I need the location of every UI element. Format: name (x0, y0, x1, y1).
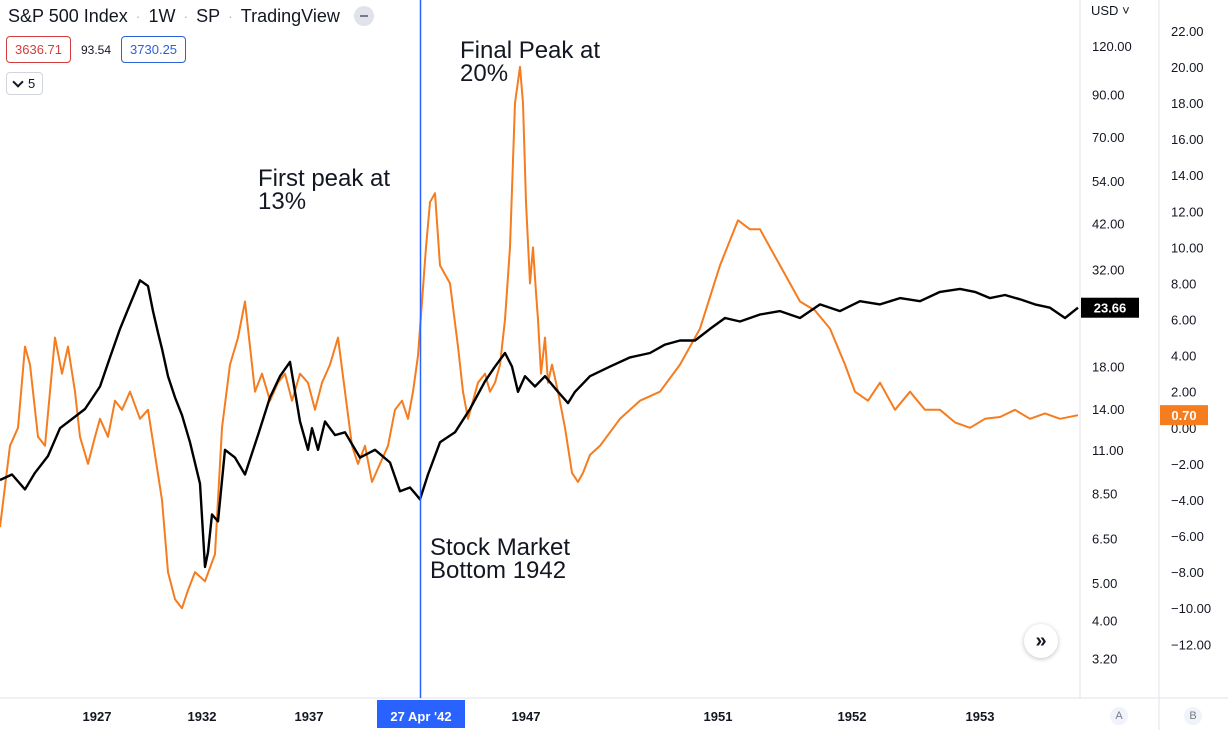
x-axis-tick-label: 1932 (188, 709, 217, 724)
right-axis-tick-label: −12.00 (1171, 637, 1211, 652)
left-axis-tick-label: 14.00 (1092, 402, 1125, 417)
scroll-to-realtime-icon[interactable]: » (1024, 624, 1058, 658)
sell-price-button[interactable]: 3636.71 (6, 36, 71, 63)
auto-scale-button[interactable]: A (1110, 707, 1128, 725)
right-axis-tick-label: −10.00 (1171, 601, 1211, 616)
right-axis-tick-label: 4.00 (1171, 349, 1196, 364)
left-axis-tick-label: 70.00 (1092, 130, 1125, 145)
left-axis-tick-label: 18.00 (1092, 360, 1125, 375)
currency-selector[interactable]: USD ˅ (1091, 3, 1130, 18)
source-label: TradingView (240, 5, 340, 26)
x-axis-tick-label: 1947 (512, 709, 541, 724)
header-separator: · (228, 8, 233, 24)
quote-row: 3636.71 93.54 3730.25 (6, 36, 187, 63)
buy-price-button[interactable]: 3730.25 (121, 36, 187, 63)
annotation-first-peak: First peak at 13% (258, 165, 391, 215)
left-axis-tick-label: 90.00 (1092, 88, 1125, 103)
left-axis-tick-label: 5.00 (1092, 576, 1117, 591)
scale-b-button[interactable]: B (1184, 707, 1202, 725)
spread-value: 93.54 (81, 42, 112, 57)
x-axis-tick-label: 27 Apr '42 (390, 709, 451, 724)
right-axis-tick-label: 14.00 (1171, 168, 1204, 183)
sp500-price-line (0, 279, 1079, 569)
inflation-last-value: 0.70 (1171, 408, 1196, 423)
left-axis-tick-label: 6.50 (1092, 532, 1117, 547)
annotation-line: 20% (460, 60, 509, 87)
right-percent-scale[interactable]: 22.00 20.00 18.00 16.00 14.00 12.00 10.00 8.00 6… (1171, 24, 1211, 652)
right-axis-tick-label: −4.00 (1171, 493, 1204, 508)
annotation-line: First peak at (258, 165, 391, 192)
left-axis-tick-label: 32.00 (1092, 262, 1125, 277)
header-separator: · (183, 8, 189, 24)
header-separator: · (135, 8, 141, 24)
price-last-value: 23.66 (1094, 301, 1127, 316)
x-axis-tick-label: 1937 (295, 709, 324, 724)
left-price-scale[interactable]: 120.00 90.00 70.00 54.00 42.00 32.00 18.00 14.0… (1092, 39, 1132, 666)
symbol-name[interactable]: S&P 500 Index (8, 5, 128, 26)
currency-label: USD (1091, 3, 1119, 18)
price-last-value-badge (1081, 297, 1139, 318)
left-axis-tick-label: 54.00 (1092, 174, 1125, 189)
right-axis-tick-label: 16.00 (1171, 132, 1204, 147)
annotation-line: Stock Market (430, 534, 571, 561)
left-axis-tick-label: 8.50 (1092, 486, 1117, 501)
indicators-toggle[interactable]: 5 (6, 72, 44, 95)
collapse-icon[interactable] (353, 6, 374, 26)
inflation-last-value-badge (1160, 405, 1208, 426)
right-axis-tick-label: 18.00 (1171, 96, 1204, 111)
right-axis-tick-label: 2.00 (1171, 385, 1196, 400)
right-axis-tick-label: 12.00 (1171, 204, 1204, 219)
left-axis-tick-label: 120.00 (1092, 39, 1132, 54)
annotation-line: Bottom 1942 (430, 557, 567, 584)
annotation-bottom: Stock Market Bottom 1942 (430, 534, 571, 584)
time-scale[interactable]: 1927 1932 1937 27 Apr '42 1947 1951 1952 1953 (83, 700, 995, 728)
right-axis-tick-label: −6.00 (1171, 529, 1204, 544)
right-axis-tick-label: 10.00 (1171, 240, 1204, 255)
inflation-line (0, 65, 1079, 610)
left-axis-tick-label: 4.00 (1092, 614, 1117, 629)
right-axis-tick-label: −2.00 (1171, 457, 1204, 472)
right-axis-tick-label: 22.00 (1171, 24, 1204, 39)
exchange-label: SP (196, 5, 221, 26)
annotation-line: Final Peak at (460, 37, 601, 64)
left-axis-tick-label: 11.00 (1092, 443, 1124, 458)
x-axis-tick-label: 1953 (966, 709, 995, 724)
crosshair-time-label-bg (377, 700, 465, 728)
annotation-line: 13% (258, 188, 307, 215)
symbol-header[interactable]: S&P 500 Index · 1W · SP · TradingView (8, 4, 374, 28)
chevron-down-icon: ˅ (1118, 3, 1130, 18)
indicator-count: 5 (28, 76, 36, 91)
x-axis-tick-label: 1952 (838, 709, 867, 724)
right-axis-tick-label: 6.00 (1171, 313, 1196, 328)
left-axis-tick-label: 3.20 (1092, 651, 1117, 666)
series-layer (0, 65, 1079, 610)
left-axis-tick-label: 42.00 (1092, 216, 1125, 231)
annotation-final-peak: Final Peak at 20% (460, 37, 601, 87)
right-axis-tick-label: 20.00 (1171, 60, 1204, 75)
right-axis-tick-label: 8.00 (1171, 276, 1196, 291)
interval-label[interactable]: 1W (148, 5, 176, 26)
x-axis-tick-label: 1927 (83, 709, 112, 724)
right-axis-tick-label: −8.00 (1171, 565, 1204, 580)
last-value-badges: 23.66 0.70 (1081, 297, 1208, 426)
chevron-down-icon (12, 75, 24, 88)
x-axis-tick-label: 1951 (704, 709, 733, 724)
